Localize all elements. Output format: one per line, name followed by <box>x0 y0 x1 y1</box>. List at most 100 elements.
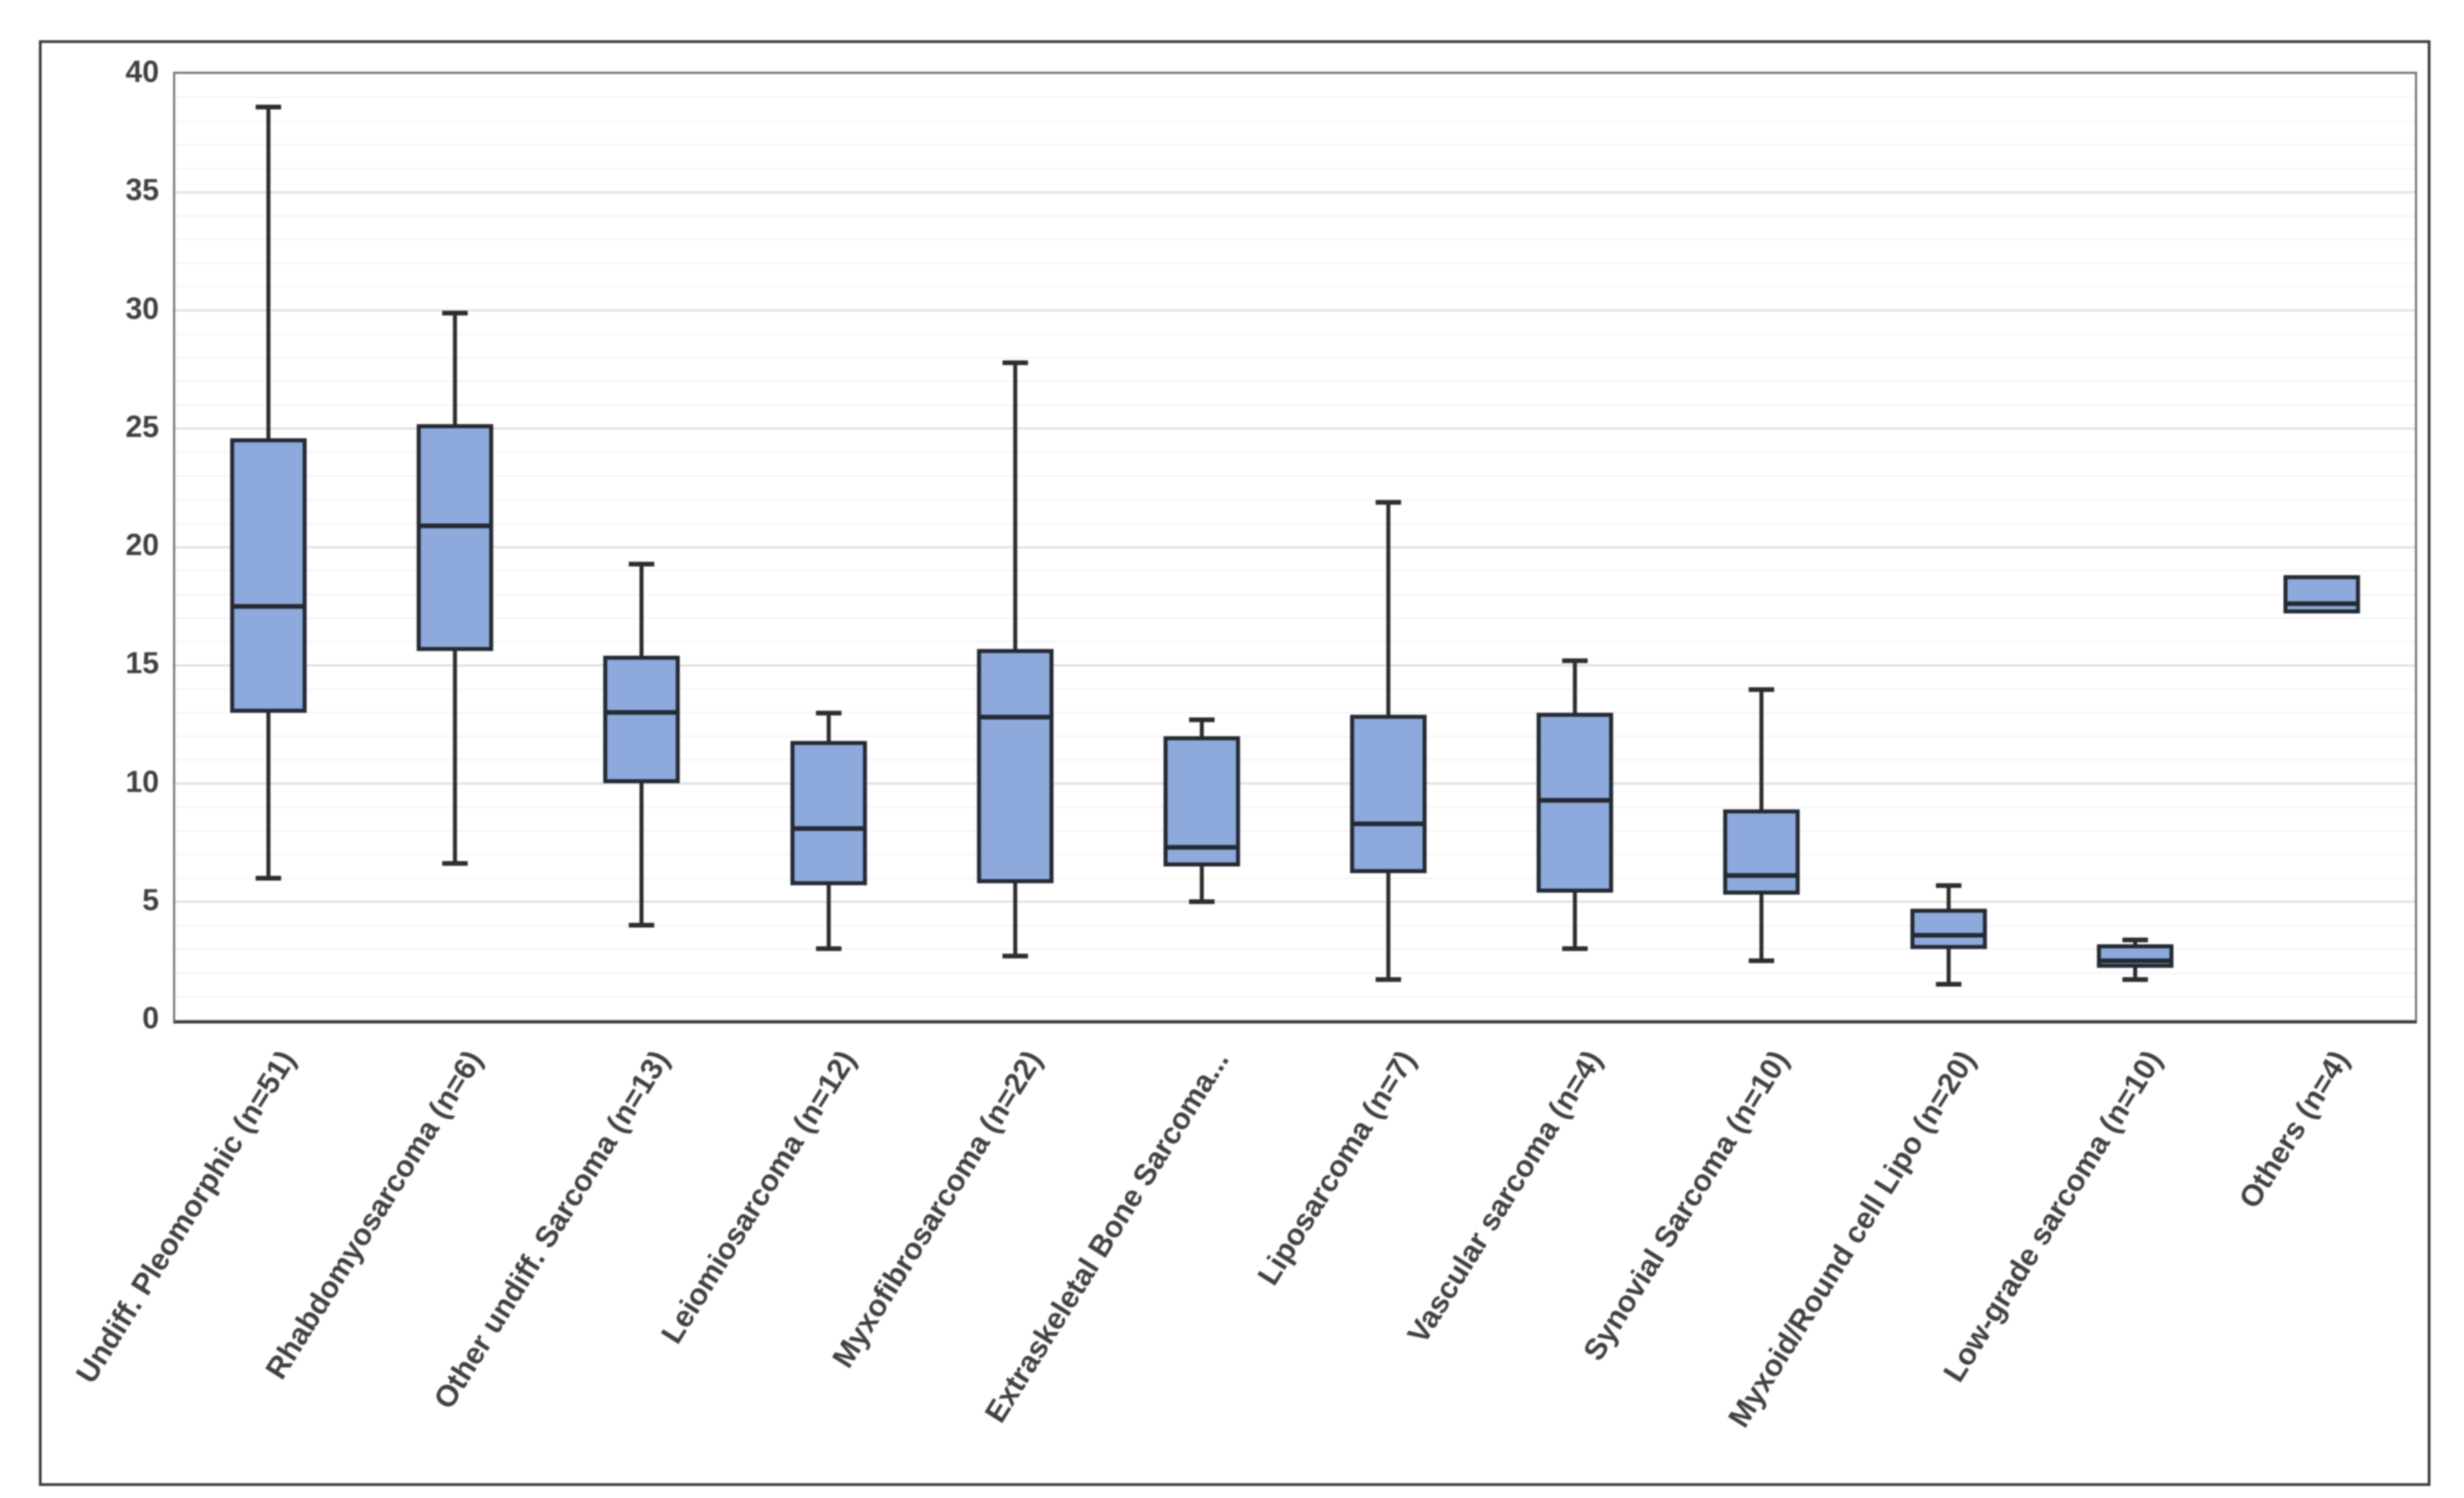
minor-gridline <box>175 333 2415 335</box>
x-category-label: Synovial Sarcoma (n=10) <box>1576 1044 1796 1366</box>
major-gridline <box>175 428 2415 430</box>
minor-gridline <box>175 830 2415 832</box>
whisker-cap-bottom <box>442 861 468 866</box>
whisker-cap-top <box>1188 717 1215 723</box>
whisker-cap-top <box>1935 883 1961 889</box>
box <box>1163 736 1240 866</box>
minor-gridline <box>175 120 2415 122</box>
minor-gridline <box>175 617 2415 619</box>
minor-gridline <box>175 381 2415 383</box>
minor-gridline <box>175 522 2415 524</box>
box <box>1350 715 1427 874</box>
y-tick-label: 30 <box>125 291 159 326</box>
minor-gridline <box>175 925 2415 926</box>
box <box>417 423 494 652</box>
minor-gridline <box>175 475 2415 477</box>
box <box>2283 575 2360 613</box>
minor-gridline <box>175 238 2415 240</box>
x-category-label: Vascular sarcoma (n=4) <box>1400 1044 1609 1350</box>
minor-gridline <box>175 995 2415 997</box>
x-category-label: Myxofibrosarcoma (n=22) <box>825 1044 1049 1374</box>
x-axis: Undiff. Pleomorphic (n=51) Rhabdomyosarco… <box>42 43 2428 1483</box>
major-gridline <box>175 309 2415 311</box>
box-series <box>175 74 2415 1020</box>
minor-gridline <box>175 499 2415 501</box>
box <box>1723 809 1800 895</box>
minor-gridline <box>175 806 2415 808</box>
whisker-cap-bottom <box>2122 977 2148 983</box>
x-category-label: Others (n=4) <box>2231 1044 2356 1214</box>
box <box>1537 712 1614 893</box>
minor-gridline <box>175 452 2415 453</box>
whisker-cap-top <box>1562 658 1588 664</box>
minor-gridline <box>175 948 2415 950</box>
x-category-label: Rhabdomyosarcoma (n=6) <box>258 1044 489 1385</box>
whisker-cap-bottom <box>815 946 841 952</box>
major-gridline <box>175 664 2415 666</box>
whisker-cap-bottom <box>256 875 282 881</box>
median-line <box>1723 873 1800 879</box>
minor-gridline <box>175 736 2415 737</box>
minor-gridline <box>175 286 2415 288</box>
minor-gridline <box>175 215 2415 217</box>
plot-area <box>173 72 2417 1023</box>
whisker-cap-bottom <box>1562 946 1588 952</box>
whisker-cap-bottom <box>1749 958 1775 963</box>
minor-gridline <box>175 711 2415 713</box>
median-line <box>1537 797 1614 803</box>
x-category-label: Undiff. Pleomorphic (n=51) <box>69 1044 303 1389</box>
whisker-cap-bottom <box>1002 953 1028 958</box>
y-tick-label: 40 <box>125 54 159 89</box>
y-tick-label: 20 <box>125 528 159 562</box>
median-line <box>790 826 867 831</box>
x-category-label: Leiomiosarcoma (n=12) <box>654 1044 862 1350</box>
major-gridline <box>175 783 2415 785</box>
minor-gridline <box>175 97 2415 99</box>
whisker-cap-top <box>629 561 655 566</box>
median-line <box>1163 845 1240 850</box>
box <box>603 656 680 784</box>
whisker-cap-bottom <box>1376 977 1402 983</box>
minor-gridline <box>175 262 2415 264</box>
median-line <box>417 523 494 528</box>
minor-gridline <box>175 641 2415 642</box>
y-tick-label: 35 <box>125 172 159 207</box>
x-category-label: Low-grade sarcoma (n=10) <box>1936 1044 2169 1388</box>
minor-gridline <box>175 144 2415 146</box>
whisker-cap-top <box>1376 500 1402 505</box>
box <box>1910 909 1987 950</box>
y-tick-label: 10 <box>125 764 159 799</box>
y-tick-label: 25 <box>125 409 159 444</box>
whisker-cap-top <box>442 311 468 316</box>
box <box>230 438 307 713</box>
box <box>790 741 867 886</box>
whisker-cap-top <box>815 710 841 715</box>
whisker-cap-top <box>256 105 282 110</box>
y-tick-label: 15 <box>125 646 159 681</box>
whisker-cap-top <box>1002 360 1028 366</box>
box <box>2096 944 2173 968</box>
minor-gridline <box>175 877 2415 879</box>
y-tick-label: 5 <box>142 882 159 917</box>
minor-gridline <box>175 688 2415 690</box>
x-category-label: Liposarcoma (n=7) <box>1250 1044 1423 1291</box>
minor-gridline <box>175 759 2415 761</box>
whisker-cap-bottom <box>629 923 655 928</box>
median-line <box>230 603 307 609</box>
minor-gridline <box>175 168 2415 169</box>
minor-gridline <box>175 972 2415 974</box>
y-axis: 0 5 10 15 20 25 30 35 40 <box>42 43 2428 1483</box>
minor-gridline <box>175 593 2415 595</box>
box <box>976 648 1054 883</box>
y-tick-label: 0 <box>142 1001 159 1035</box>
whisker-cap-top <box>2122 938 2148 943</box>
major-gridline <box>175 191 2415 193</box>
whisker-cap-top <box>1749 687 1775 692</box>
minor-gridline <box>175 854 2415 856</box>
median-line <box>2283 601 2360 607</box>
median-line <box>603 710 680 715</box>
whisker-cap-bottom <box>1935 982 1961 987</box>
whisker-cap-bottom <box>1188 899 1215 904</box>
median-line <box>1350 821 1427 826</box>
